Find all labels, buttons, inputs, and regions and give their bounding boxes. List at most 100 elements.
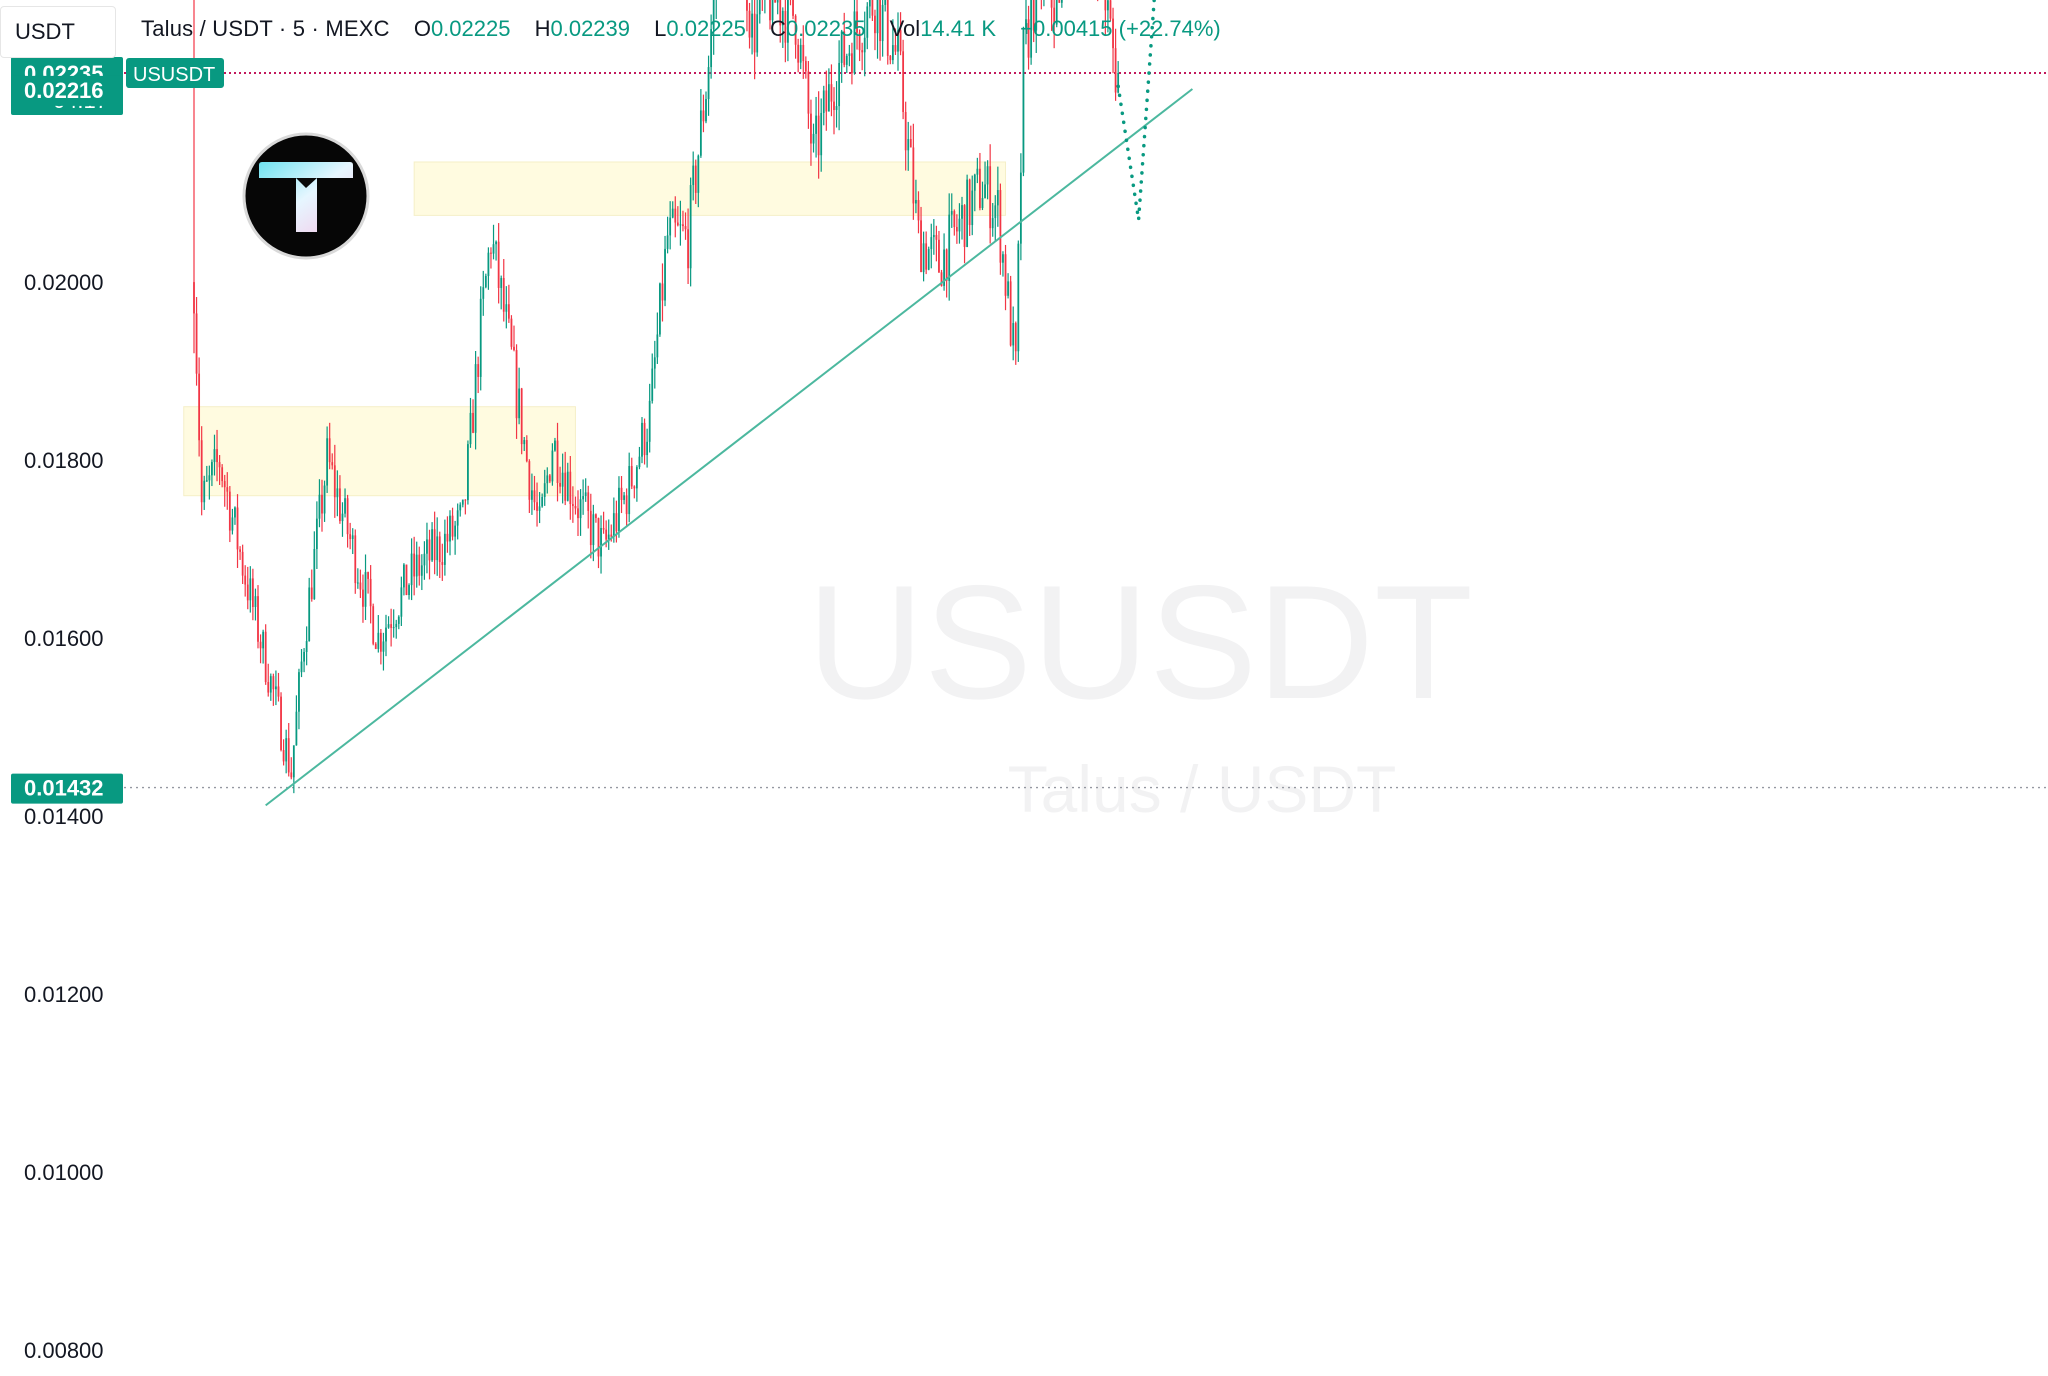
symbol-tag-bg (126, 57, 224, 88)
candle-body (804, 61, 807, 72)
candle-body (321, 494, 323, 514)
candle-body (894, 45, 897, 52)
trendline-layer (265, 88, 1194, 807)
candle-body (515, 350, 518, 419)
candle-body (999, 190, 1002, 263)
candle-body (525, 440, 528, 462)
candle-body (620, 487, 623, 500)
candle-body (520, 388, 523, 445)
candle-body (899, 30, 902, 52)
candle-body (891, 45, 894, 61)
candle-body (641, 422, 643, 457)
candle-body (420, 565, 423, 576)
candle-body (881, 4, 884, 42)
candle-body (315, 518, 318, 550)
candle-body (203, 480, 206, 503)
candle-body (236, 507, 239, 550)
candle-body (395, 623, 398, 628)
candle-body (684, 226, 687, 230)
candle-body (943, 249, 945, 286)
candle-body (234, 507, 236, 518)
candle-body (912, 147, 915, 204)
candle-body (907, 139, 910, 151)
candle-body (794, 15, 797, 45)
candle-body (551, 450, 554, 482)
candle-body (682, 224, 684, 227)
candle-body (292, 745, 295, 778)
candle-body (364, 572, 367, 607)
candle-body (797, 44, 800, 63)
candle-body (666, 235, 669, 249)
y-tick-label: 0.01000 (24, 1160, 104, 1185)
open-label: O (413, 16, 431, 41)
candle-body (822, 90, 825, 113)
candle-body (646, 441, 649, 456)
candle-body (241, 551, 244, 576)
candle-body (917, 199, 920, 221)
currency-selector[interactable]: USDT (0, 6, 116, 58)
symbol-title[interactable]: Talus / USDT · 5 · MEXC (141, 16, 390, 41)
candle-body (282, 750, 285, 762)
candle-body (484, 276, 487, 288)
candle-body (1035, 0, 1038, 31)
candle-body (541, 496, 544, 507)
candle-body (254, 596, 257, 607)
candle-body (441, 562, 444, 565)
candle-body (198, 373, 201, 441)
candle-body (469, 412, 472, 445)
volume-label: Vol (889, 16, 921, 41)
y-tick-label: 0.01200 (24, 982, 104, 1007)
candle-body (336, 488, 339, 498)
candle-body (648, 400, 651, 442)
candle-body (385, 627, 387, 642)
candle-body (953, 211, 956, 227)
price-axis[interactable]: 0.036000.034000.032000.030000.028000.026… (24, 0, 104, 1363)
candle-body (692, 165, 695, 186)
candle-body (589, 510, 592, 546)
candle-body (1004, 254, 1007, 296)
candle-body (533, 490, 536, 503)
candle-body (607, 534, 610, 540)
candle-body (451, 515, 454, 537)
candle-body (945, 249, 948, 281)
candle-body (387, 624, 390, 628)
candle-body (687, 229, 689, 269)
candle-body (392, 627, 395, 629)
candle-body (403, 564, 405, 588)
candle-body (610, 534, 613, 537)
candle-body (1050, 0, 1053, 8)
candle-body (812, 133, 815, 144)
candle-body (538, 506, 541, 511)
candle-body (776, 0, 779, 3)
candle-body (1109, 0, 1112, 19)
candle-body (643, 422, 646, 456)
candle-body (569, 471, 572, 505)
candle-body (323, 485, 326, 514)
candle-body (205, 480, 208, 482)
candle-body (904, 112, 907, 151)
candle-body (600, 527, 602, 557)
candle-body (689, 185, 692, 269)
candle-body (653, 357, 656, 369)
candle-body (564, 472, 567, 501)
candle-body (459, 504, 462, 511)
candle-body (996, 190, 999, 206)
candle-body (674, 208, 677, 223)
candle-body (940, 272, 943, 286)
candle-body (756, 14, 759, 53)
candle-body (561, 472, 564, 487)
candle-body (635, 467, 638, 489)
candle-body (991, 218, 994, 229)
candle-body (968, 179, 971, 226)
candle-body (1022, 27, 1025, 173)
candle-body (477, 364, 480, 377)
candle-body (966, 179, 969, 247)
close-label: C (770, 16, 786, 41)
candle-body (584, 492, 587, 497)
candle-body (979, 168, 981, 209)
candle-body (239, 549, 241, 552)
change-value: +0.00415 (+22.74%) (1020, 16, 1221, 41)
candle-body (287, 738, 290, 773)
candle-body (630, 466, 633, 487)
